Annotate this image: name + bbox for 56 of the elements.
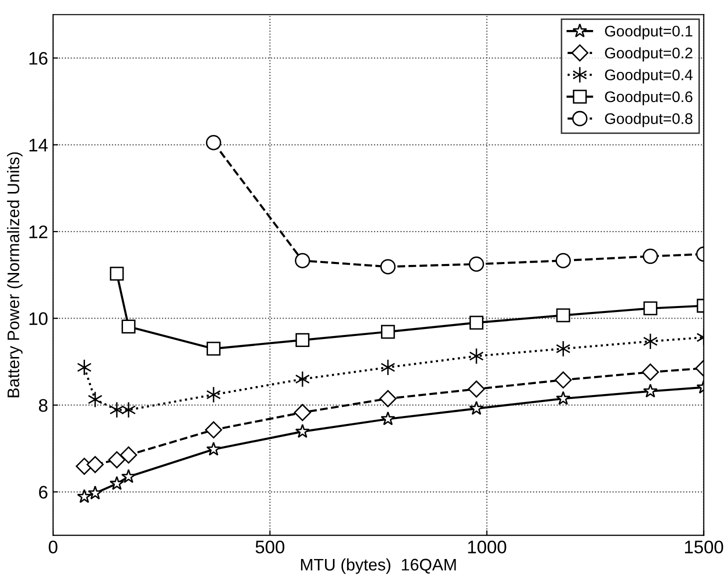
y-tick-label: 10	[30, 312, 48, 326]
point	[556, 340, 571, 358]
point	[86, 456, 104, 474]
point	[468, 256, 484, 272]
legend-label: Goodput=0.2	[605, 47, 692, 62]
point	[206, 342, 221, 356]
point	[642, 248, 658, 264]
point	[206, 134, 222, 150]
point	[469, 316, 484, 330]
point	[108, 451, 126, 468]
legend-label: Goodput=0.4	[605, 69, 693, 84]
point	[110, 266, 124, 281]
y-tick-label: 12	[30, 225, 48, 238]
point	[556, 252, 571, 268]
legend-label: Goodput=0.1	[605, 25, 692, 40]
point	[295, 424, 310, 438]
point	[205, 421, 222, 438]
point	[294, 404, 312, 422]
point	[380, 259, 396, 274]
point	[294, 252, 310, 268]
y-tick-label: 6	[39, 486, 48, 499]
point	[643, 333, 658, 350]
point	[76, 359, 92, 376]
point	[642, 364, 659, 381]
point	[469, 400, 484, 415]
point	[380, 411, 396, 426]
point	[122, 320, 136, 334]
point	[110, 476, 124, 490]
point	[643, 301, 658, 316]
point	[469, 348, 484, 364]
y-tick-label: 16	[30, 52, 48, 65]
point	[379, 390, 396, 408]
legend-label: Goodput=0.6	[605, 90, 692, 106]
point	[206, 442, 221, 456]
point	[77, 489, 92, 503]
point	[381, 324, 395, 339]
x-axis-title: MTU (bytes) 16QAM	[301, 558, 456, 574]
point	[120, 446, 138, 464]
point	[556, 390, 570, 405]
point	[554, 371, 572, 388]
point	[296, 333, 310, 347]
x-tick-label: 1000	[468, 540, 506, 554]
point	[88, 391, 102, 408]
x-tick-label: 500	[256, 540, 284, 554]
point	[88, 486, 102, 500]
point	[121, 469, 136, 484]
x-tick-label: 0	[48, 540, 58, 554]
point	[206, 386, 221, 404]
point	[556, 308, 570, 322]
point	[468, 380, 485, 398]
y-tick-label: 14	[30, 138, 48, 152]
y-axis-title: Battery Power (Normalized Units)	[7, 152, 23, 398]
legend-label: Goodput=0.8	[605, 112, 692, 128]
x-tick-label: 1500	[685, 540, 724, 554]
point	[643, 384, 658, 398]
y-tick-label: 8	[38, 399, 48, 412]
